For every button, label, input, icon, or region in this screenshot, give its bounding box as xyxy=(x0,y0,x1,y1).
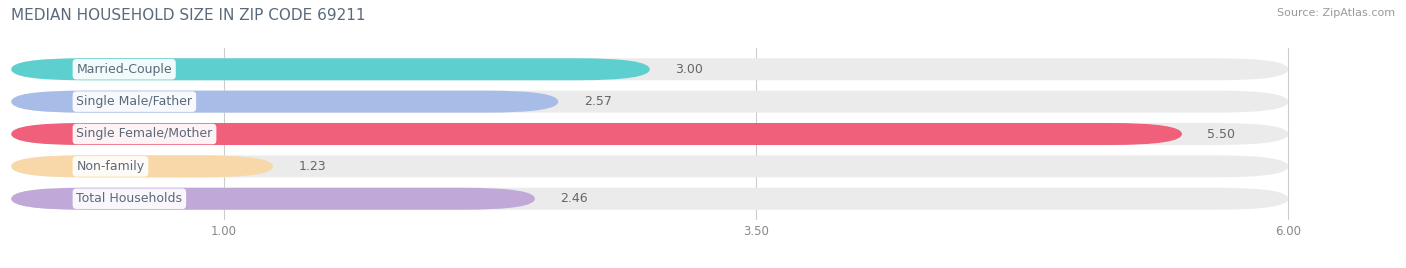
FancyBboxPatch shape xyxy=(11,155,273,177)
FancyBboxPatch shape xyxy=(11,123,1182,145)
FancyBboxPatch shape xyxy=(11,155,1288,177)
FancyBboxPatch shape xyxy=(11,91,558,113)
Text: 1.23: 1.23 xyxy=(298,160,326,173)
Text: Non-family: Non-family xyxy=(76,160,145,173)
FancyBboxPatch shape xyxy=(11,91,1288,113)
FancyBboxPatch shape xyxy=(11,58,1288,80)
Text: 2.57: 2.57 xyxy=(583,95,612,108)
Text: Source: ZipAtlas.com: Source: ZipAtlas.com xyxy=(1277,8,1395,18)
Text: 2.46: 2.46 xyxy=(561,192,588,205)
FancyBboxPatch shape xyxy=(11,188,534,210)
Text: Single Male/Father: Single Male/Father xyxy=(76,95,193,108)
FancyBboxPatch shape xyxy=(11,188,1288,210)
Text: Single Female/Mother: Single Female/Mother xyxy=(76,128,212,140)
Text: Total Households: Total Households xyxy=(76,192,183,205)
Text: Married-Couple: Married-Couple xyxy=(76,63,172,76)
FancyBboxPatch shape xyxy=(11,123,1288,145)
Text: 5.50: 5.50 xyxy=(1208,128,1236,140)
Text: MEDIAN HOUSEHOLD SIZE IN ZIP CODE 69211: MEDIAN HOUSEHOLD SIZE IN ZIP CODE 69211 xyxy=(11,8,366,23)
FancyBboxPatch shape xyxy=(11,58,650,80)
Text: 3.00: 3.00 xyxy=(675,63,703,76)
